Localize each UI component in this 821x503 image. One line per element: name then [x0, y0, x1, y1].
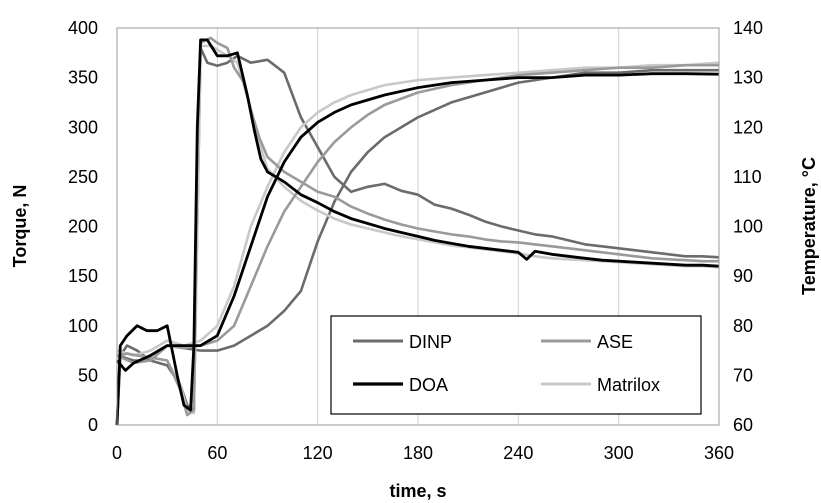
y-right-tick-label: 130 — [733, 68, 763, 88]
y-right-tick-label: 120 — [733, 117, 763, 137]
legend-label-matrilox: Matrilox — [597, 375, 660, 395]
y-right-tick-label: 60 — [733, 415, 753, 435]
x-tick-label: 0 — [112, 443, 122, 463]
temperature-line-doa — [115, 72, 720, 372]
y-right-tick-label: 110 — [733, 167, 762, 187]
x-tick-label: 180 — [403, 443, 433, 463]
series-lines — [115, 36, 720, 426]
x-tick-label: 60 — [207, 443, 227, 463]
plot-area-frame — [116, 27, 720, 426]
legend-label-dinp: DINP — [409, 332, 452, 352]
y-right-tick-label: 90 — [733, 266, 753, 286]
y-left-tick-label: 300 — [68, 117, 98, 137]
y-left-tick-label: 0 — [88, 415, 98, 435]
y-right-tick-label: 100 — [733, 217, 763, 237]
legend-box — [330, 315, 702, 415]
x-tick-label: 360 — [704, 443, 734, 463]
y-left-tick-label: 350 — [68, 68, 98, 88]
x-tick-label: 240 — [503, 443, 533, 463]
y-left-axis-title: Torque, N — [10, 185, 30, 268]
x-axis-ticks: 0 60 120 180 240 300 360 — [112, 443, 734, 463]
y-left-tick-label: 100 — [68, 316, 98, 336]
x-axis-title: time, s — [389, 481, 446, 501]
torque-line-ase — [115, 36, 719, 426]
y-left-tick-label: 250 — [68, 167, 98, 187]
x-tick-label: 120 — [303, 443, 333, 463]
y-left-tick-label: 400 — [68, 18, 98, 38]
y-right-tick-label: 140 — [733, 18, 763, 38]
y-right-axis-ticks: 60 70 80 90 100 110 120 130 140 — [733, 18, 763, 435]
y-left-axis-ticks: 0 50 100 150 200 250 300 350 400 — [68, 18, 98, 435]
y-left-tick-label: 50 — [78, 365, 98, 385]
y-right-tick-label: 70 — [733, 365, 753, 385]
torque-line-dinp — [115, 46, 720, 426]
y-right-axis-title: Temperature, °C — [799, 157, 819, 295]
y-left-tick-label: 200 — [68, 217, 98, 237]
x-tick-label: 300 — [604, 443, 634, 463]
torque-line-doa — [115, 38, 720, 426]
legend: DINP ASE DOA Matrilox — [330, 315, 702, 415]
temperature-line-ase — [116, 63, 719, 365]
legend-label-ase: ASE — [597, 332, 633, 352]
y-left-tick-label: 150 — [68, 266, 98, 286]
y-right-tick-label: 80 — [733, 316, 753, 336]
legend-label-doa: DOA — [409, 375, 448, 395]
